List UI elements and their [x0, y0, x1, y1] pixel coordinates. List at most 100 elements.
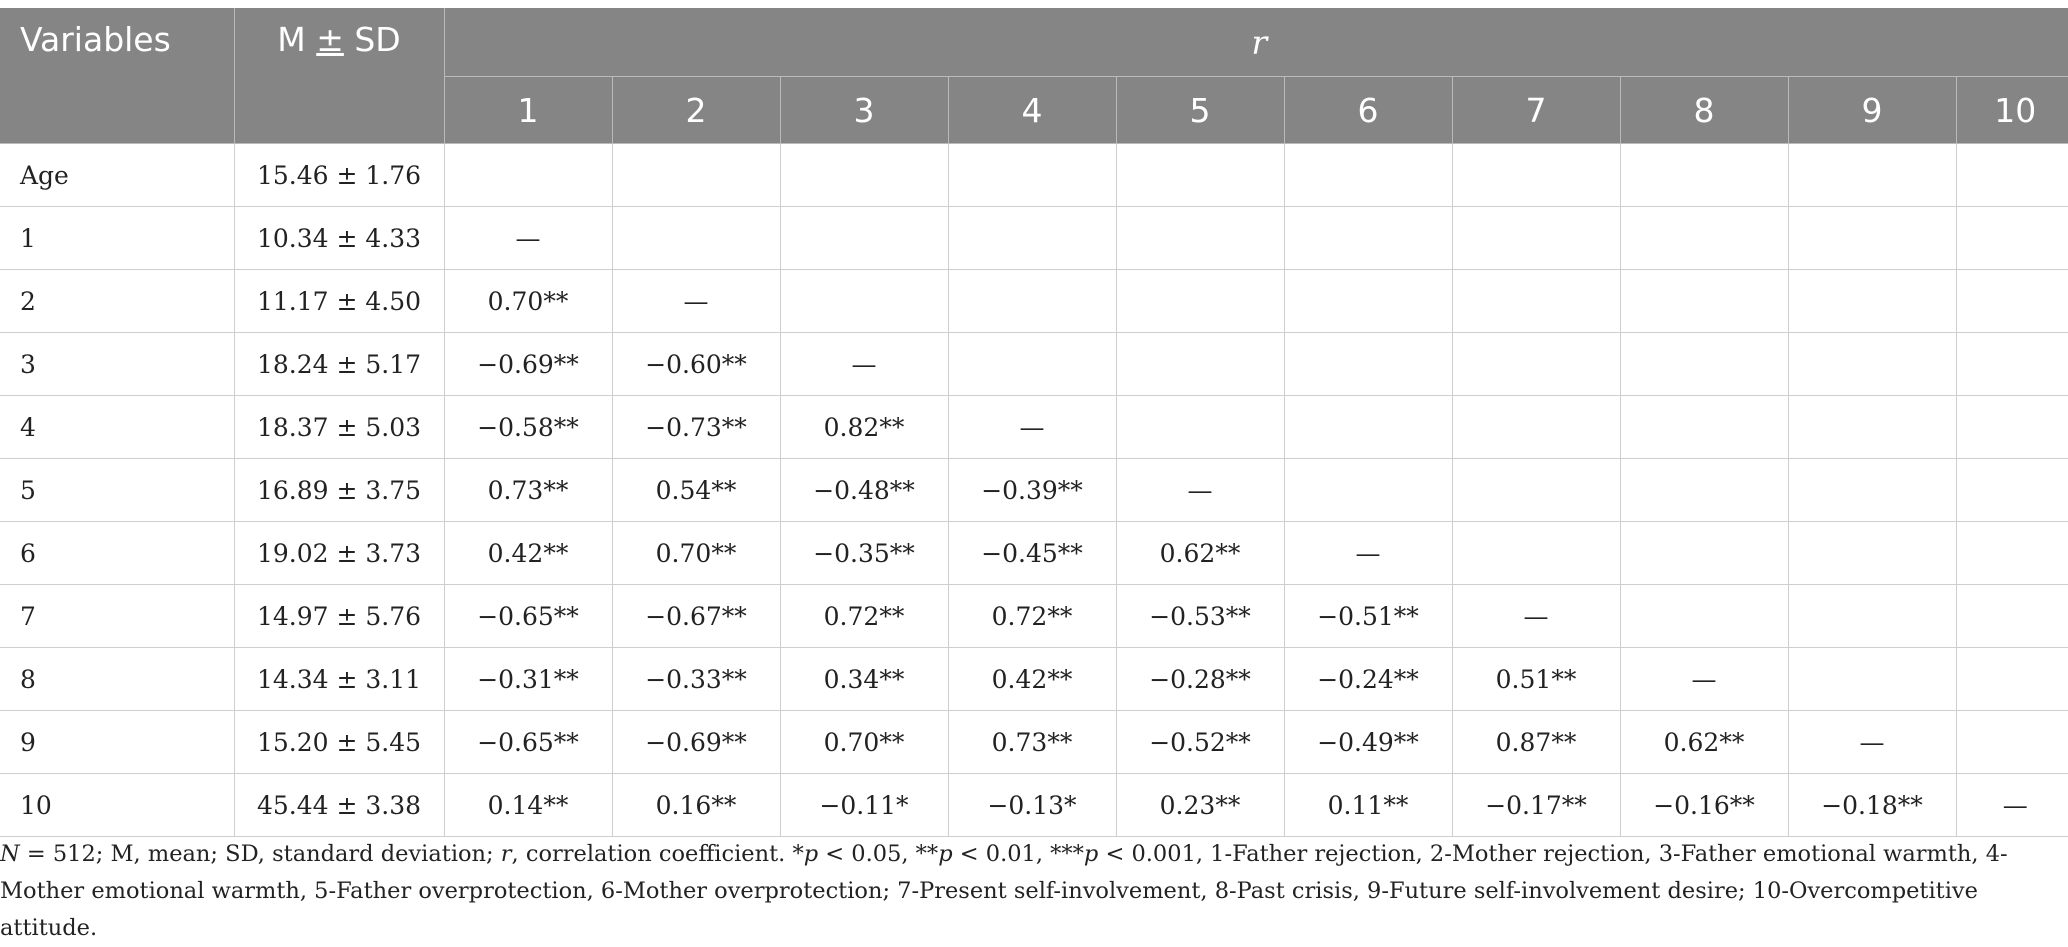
correlation-cell: [1788, 143, 1957, 207]
correlation-cell: 0.73**: [444, 458, 613, 522]
variable-label: 7: [0, 584, 235, 648]
correlation-cell: [1620, 206, 1789, 270]
correlation-cell: 0.16**: [612, 773, 781, 837]
correlation-cell: −0.17**: [1452, 773, 1621, 837]
correlation-cell: 0.51**: [1452, 647, 1621, 711]
correlation-cell: 0.11**: [1284, 773, 1453, 837]
correlation-cell: −0.31**: [444, 647, 613, 711]
correlation-cell: [1788, 206, 1957, 270]
correlation-cell: [1620, 269, 1789, 333]
correlation-cell: [1284, 458, 1453, 522]
correlation-cell: −0.13*: [948, 773, 1117, 837]
correlation-cell: −0.53**: [1116, 584, 1285, 648]
correlation-cell: 0.23**: [1116, 773, 1285, 837]
note-p3: p: [1083, 841, 1099, 867]
table-row: 2 11.17 ± 4.50 0.70** —: [0, 269, 2068, 333]
correlation-cell: [1284, 269, 1453, 333]
correlation-cell: [1620, 458, 1789, 522]
correlation-cell: −0.73**: [612, 395, 781, 459]
correlation-cell: —: [612, 269, 781, 333]
column-header-10: 10: [1956, 76, 2068, 144]
correlation-cell: 0.72**: [948, 584, 1117, 648]
correlation-cell: 0.62**: [1116, 521, 1285, 585]
mean-sd-cell: 45.44 ± 3.38: [234, 773, 445, 837]
note-p1: p: [803, 841, 819, 867]
note-part1: = 512; M, mean; SD, standard deviation;: [19, 841, 501, 867]
correlation-cell: 0.54**: [612, 458, 781, 522]
table-row: 8 14.34 ± 3.11 −0.31** −0.33** 0.34** 0.42** −…: [0, 647, 2068, 711]
mean-sd-cell: 11.17 ± 4.50: [234, 269, 445, 333]
correlation-cell: −0.33**: [612, 647, 781, 711]
correlation-cell: 0.70**: [612, 521, 781, 585]
table-row: 7 14.97 ± 5.76 −0.65** −0.67** 0.72** 0.72** −…: [0, 584, 2068, 648]
mean-sd-cell: 14.97 ± 5.76: [234, 584, 445, 648]
correlation-cell: —: [1452, 584, 1621, 648]
correlation-cell: [1284, 143, 1453, 207]
correlation-cell: —: [1620, 647, 1789, 711]
correlation-cell: −0.51**: [1284, 584, 1453, 648]
table-row: 6 19.02 ± 3.73 0.42** 0.70** −0.35** −0.45** 0…: [0, 521, 2068, 585]
correlation-cell: 0.62**: [1620, 710, 1789, 774]
correlation-cell: [1788, 458, 1957, 522]
mean-sd-cell: 15.20 ± 5.45: [234, 710, 445, 774]
msd-pm-sign: ±: [316, 20, 344, 59]
correlation-cell: [1956, 584, 2068, 648]
correlation-cell: [1956, 458, 2068, 522]
variables-header: Variables: [0, 8, 235, 144]
mean-sd-cell: 18.24 ± 5.17: [234, 332, 445, 396]
mean-sd-header: M ± SD: [234, 8, 445, 144]
correlation-cell: [1452, 395, 1621, 459]
correlation-cell: —: [780, 332, 949, 396]
mean-sd-cell: 14.34 ± 3.11: [234, 647, 445, 711]
correlation-cell: [1116, 143, 1285, 207]
table-row: 5 16.89 ± 3.75 0.73** 0.54** −0.48** −0.39** —: [0, 458, 2068, 522]
column-header-2: 2: [612, 76, 781, 144]
variable-label: 9: [0, 710, 235, 774]
column-number-header-row: 1 2 3 4 5 6 7 8 9 10: [0, 76, 2068, 144]
correlation-cell: −0.16**: [1620, 773, 1789, 837]
correlation-cell: −0.35**: [780, 521, 949, 585]
correlation-cell: −0.49**: [1284, 710, 1453, 774]
table-row: 3 18.24 ± 5.17 −0.69** −0.60** —: [0, 332, 2068, 396]
correlation-cell: [1284, 206, 1453, 270]
note-part3: < 0.05, **: [818, 841, 939, 867]
correlation-cell: −0.11*: [780, 773, 949, 837]
note-part2: , correlation coefficient. *: [511, 841, 804, 867]
correlation-cell: −0.39**: [948, 458, 1117, 522]
correlation-cell: [1956, 269, 2068, 333]
variable-label: 4: [0, 395, 235, 459]
correlation-cell: −0.69**: [444, 332, 613, 396]
correlation-cell: [948, 143, 1117, 207]
correlation-cell: [1956, 206, 2068, 270]
correlation-cell: [1788, 395, 1957, 459]
correlation-cell: —: [1788, 710, 1957, 774]
correlation-cell: −0.60**: [612, 332, 781, 396]
variable-label: 5: [0, 458, 235, 522]
msd-sd-label: SD: [343, 20, 401, 59]
correlation-cell: [948, 206, 1117, 270]
correlation-cell: [1788, 584, 1957, 648]
correlation-cell: 0.72**: [780, 584, 949, 648]
correlation-cell: [1452, 458, 1621, 522]
variable-label: 2: [0, 269, 235, 333]
correlation-cell: −0.65**: [444, 710, 613, 774]
table-row: 10 45.44 ± 3.38 0.14** 0.16** −0.11* −0.13* 0.…: [0, 773, 2068, 837]
variable-label: 1: [0, 206, 235, 270]
note-r: r: [500, 841, 512, 867]
correlation-cell: [1956, 521, 2068, 585]
correlation-cell: −0.24**: [1284, 647, 1453, 711]
mean-sd-cell: 16.89 ± 3.75: [234, 458, 445, 522]
correlation-cell: [1788, 647, 1957, 711]
correlation-cell: [780, 206, 949, 270]
correlation-cell: [1620, 143, 1789, 207]
correlation-cell: [1788, 332, 1957, 396]
correlation-cell: [1956, 395, 2068, 459]
variable-label: 10: [0, 773, 235, 837]
note-part5: < 0.001, 1-Father rejection, 2-Mother re…: [0, 841, 2008, 941]
variable-label: 3: [0, 332, 235, 396]
mean-sd-cell: 19.02 ± 3.73: [234, 521, 445, 585]
correlation-cell: [1116, 332, 1285, 396]
correlation-cell: −0.28**: [1116, 647, 1285, 711]
correlation-cell: 0.87**: [1452, 710, 1621, 774]
correlation-cell: [612, 206, 781, 270]
